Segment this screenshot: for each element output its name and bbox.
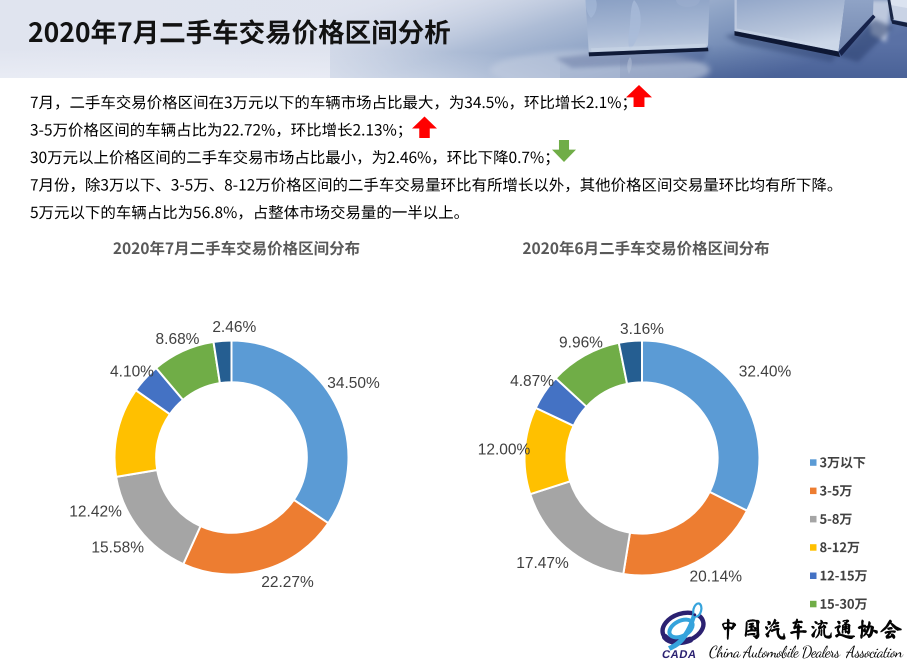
svg-text:15.58%: 15.58%	[91, 539, 144, 556]
svg-text:32.40%: 32.40%	[739, 364, 792, 381]
svg-text:22.27%: 22.27%	[261, 574, 314, 591]
svg-text:34.50%: 34.50%	[327, 375, 380, 392]
svg-text:20.14%: 20.14%	[690, 569, 743, 586]
svg-text:8.68%: 8.68%	[156, 331, 200, 348]
svg-text:17.47%: 17.47%	[516, 555, 569, 572]
svg-text:3.16%: 3.16%	[620, 321, 664, 338]
svg-text:2.46%: 2.46%	[212, 319, 256, 336]
svg-text:4.10%: 4.10%	[110, 364, 154, 381]
svg-text:9.96%: 9.96%	[559, 335, 603, 352]
svg-text:12.00%: 12.00%	[478, 442, 531, 459]
svg-text:12.42%: 12.42%	[69, 504, 122, 521]
svg-text:4.87%: 4.87%	[510, 373, 554, 390]
